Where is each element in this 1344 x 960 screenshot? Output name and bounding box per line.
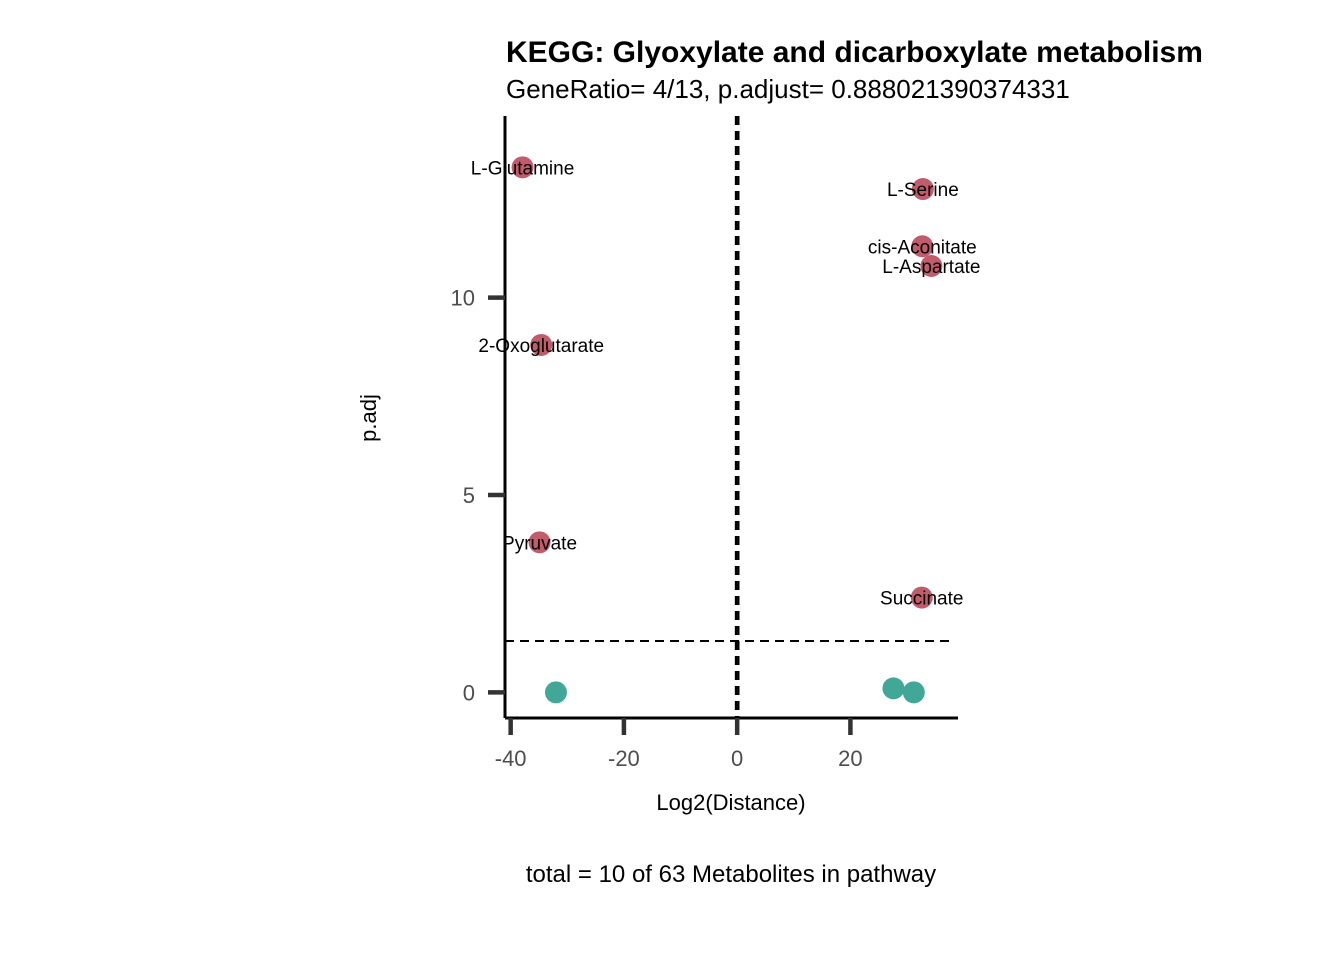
chart-caption: total = 10 of 63 Metabolites in pathway [526,861,936,888]
chart-title: KEGG: Glyoxylate and dicarboxylate metab… [506,36,1203,69]
y-tick-label: 0 [463,680,475,705]
x-tick-label: 0 [731,746,743,771]
y-tick-label: 10 [451,286,475,311]
data-point [544,681,567,704]
data-point [882,677,905,700]
plot-area: 0 5 10 -40 -20 0 20 L-Glutamine L-Serine cis-Acon… [451,116,981,771]
chart-subtitle: GeneRatio= 4/13, p.adjust= 0.88802139037… [506,74,1070,104]
point-label: L-Glutamine [471,158,575,179]
data-point [911,235,934,258]
point-label: 2-Oxoglutarate [478,336,604,357]
data-point [911,178,934,201]
data-point [528,531,551,554]
point-label: L-Serine [887,180,959,201]
x-axis-title: Log2(Distance) [656,790,805,815]
point-label: Succinate [880,589,963,610]
data-point [511,156,534,179]
y-tick-label: 5 [463,483,475,508]
data-point [902,681,925,704]
data-point [910,586,933,609]
data-point [920,255,943,278]
point-label: L-Aspartate [882,257,980,278]
point-label: Pyruvate [502,533,577,554]
data-point [530,333,553,356]
x-tick-label: 20 [838,746,862,771]
x-tick-label: -40 [495,746,527,771]
y-axis-title: p.adj [356,394,381,442]
point-label: cis-Aconitate [868,237,977,258]
x-tick-label: -20 [608,746,640,771]
